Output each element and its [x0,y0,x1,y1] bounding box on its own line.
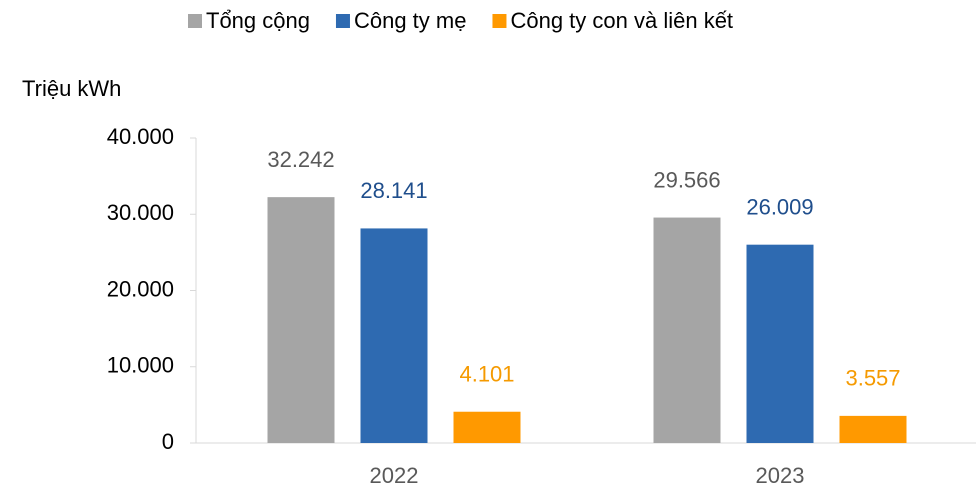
legend-label: Công ty con và liên kết [510,8,733,33]
value-label: 26.009 [746,194,813,219]
bar [653,217,721,443]
x-tick-label: 2023 [756,463,805,488]
bar [839,415,907,443]
legend-label: Tổng cộng [206,8,310,33]
value-label: 28.141 [360,178,427,203]
y-tick-label: 20.000 [107,276,174,301]
bar [360,228,428,443]
value-label: 29.566 [653,167,720,192]
value-label: 4.101 [459,362,514,387]
legend-label: Công ty mẹ [354,8,467,33]
y-tick-label: 10.000 [107,353,174,378]
y-axis-label: Triệu kWh [22,76,121,101]
bar [746,244,814,443]
legend-swatch [335,14,350,28]
value-label: 32.242 [267,147,334,172]
y-tick-label: 40.000 [107,124,174,149]
value-label: 3.557 [845,366,900,391]
legend-swatch [492,14,507,28]
y-tick-label: 0 [162,429,174,454]
y-tick-label: 30.000 [107,200,174,225]
bar [267,197,335,443]
legend-swatch [188,14,202,28]
x-tick-label: 2022 [370,463,419,488]
bar [453,411,521,443]
